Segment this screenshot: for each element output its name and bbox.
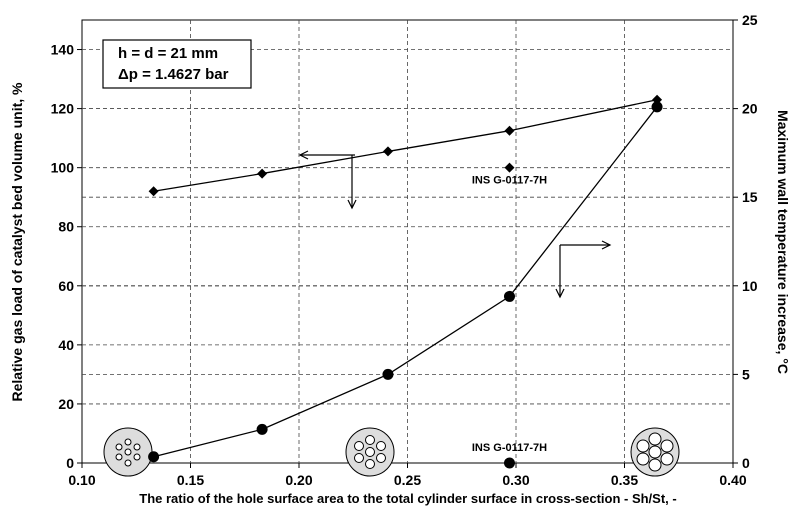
y2-tick-label: 0 (742, 455, 750, 471)
y2-tick-label: 25 (742, 12, 758, 28)
y-tick-label: 40 (58, 337, 74, 353)
y-tick-label: 140 (51, 42, 75, 58)
circle-marker (651, 101, 663, 113)
diamond-marker (257, 168, 268, 179)
annotation: Δp = 1.4627 bar (118, 66, 229, 83)
point-label: INS G-0117-7H (472, 442, 547, 454)
axis-indicators (298, 150, 612, 299)
y2-tick-label: 10 (742, 278, 758, 294)
circle-marker (256, 423, 268, 435)
diamond-marker (382, 146, 393, 157)
x-tick-label: 0.40 (719, 472, 746, 488)
cross-section-icons (103, 427, 680, 477)
y-tick-label: 60 (58, 278, 74, 294)
circle-marker (503, 457, 515, 469)
y-axis-title: Relative gas load of catalyst bed volume… (9, 82, 25, 402)
annotation: h = d = 21 mm (118, 45, 218, 62)
circle-marker (148, 451, 160, 463)
y-tick-label: 100 (51, 160, 75, 176)
grid (82, 20, 733, 463)
x-tick-label: 0.30 (502, 472, 529, 488)
y2-tick-label: 5 (742, 366, 750, 382)
annotation-box (102, 39, 252, 89)
marks (148, 94, 663, 469)
diamond-marker (504, 162, 515, 173)
diamond-marker (504, 125, 515, 136)
x-tick-label: 0.35 (611, 472, 638, 488)
y-tick-label: 0 (66, 455, 74, 471)
circle-marker (503, 290, 515, 302)
circle-marker (382, 368, 394, 380)
x-axis-title: The ratio of the hole surface area to th… (139, 491, 676, 506)
y-tick-label: 80 (58, 219, 74, 235)
x-tick-label: 0.10 (68, 472, 95, 488)
x-tick-label: 0.20 (285, 472, 312, 488)
y2-axis-title: Maximum wall temperature increase, °C (775, 110, 789, 374)
y2-tick-label: 20 (742, 101, 758, 117)
y-tick-label: 120 (51, 101, 75, 117)
y2-tick-label: 15 (742, 189, 758, 205)
diamond-marker (148, 186, 159, 197)
point-label: INS G-0117-7H (472, 175, 547, 187)
x-tick-label: 0.15 (177, 472, 204, 488)
y-tick-label: 20 (58, 396, 74, 412)
x-tick-label: 0.25 (394, 472, 421, 488)
